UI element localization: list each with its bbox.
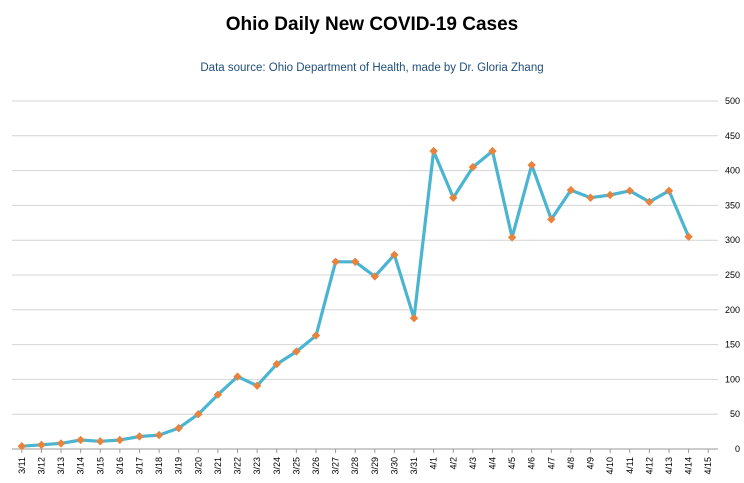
data-point-4/3 [468, 162, 478, 172]
chart-title: Ohio Daily New COVID-19 Cases [225, 14, 519, 35]
x-tick-label: 3/25 [291, 457, 301, 475]
x-tick-label: 3/16 [115, 457, 125, 475]
x-tick-label: 4/8 [566, 457, 576, 470]
x-tick-label: 4/10 [605, 457, 615, 475]
data-point-3/23 [252, 381, 262, 390]
data-point-4/5 [507, 233, 517, 242]
data-point-3/22 [233, 372, 242, 381]
x-tick-label: 3/30 [389, 457, 399, 475]
y-tick-label: 400 [725, 166, 740, 176]
chart-subtitle: Data source: Ohio Department of Health, … [200, 62, 544, 74]
x-tick-label: 4/5 [507, 457, 517, 470]
x-tick-label: 3/20 [193, 457, 203, 475]
data-point-4/10 [605, 190, 615, 200]
data-point-3/30 [390, 250, 399, 260]
data-point-4/9 [586, 193, 595, 202]
x-tick-label: 4/3 [468, 457, 478, 470]
x-tick-label: 3/29 [370, 457, 380, 475]
data-point-4/8 [566, 185, 576, 195]
data-point-3/21 [213, 390, 223, 399]
data-point-4/11 [625, 186, 634, 195]
data-point-3/29 [370, 272, 380, 281]
x-tick-label: 3/11 [17, 457, 27, 474]
data-point-4/12 [645, 197, 654, 207]
x-tick-label: 3/27 [331, 457, 341, 475]
y-tick-label: 100 [725, 374, 740, 384]
y-tick-label: 150 [725, 340, 740, 350]
x-tick-label: 4/14 [684, 457, 694, 475]
data-point-4/7 [547, 215, 556, 224]
data-point-4/2 [449, 193, 458, 202]
x-tick-label: 4/6 [527, 457, 537, 470]
x-tick-label: 3/26 [311, 457, 321, 475]
y-tick-label: 450 [725, 131, 740, 141]
data-point-3/18 [154, 430, 164, 440]
data-point-4/4 [488, 146, 497, 156]
x-tick-label: 4/7 [546, 457, 556, 470]
data-point-4/14 [684, 232, 693, 241]
x-tick-label: 3/15 [95, 457, 105, 475]
x-tick-label: 3/12 [36, 457, 46, 475]
gridlines [12, 100, 718, 450]
data-point-3/11 [17, 442, 27, 451]
data-point-3/12 [37, 440, 46, 450]
data-point-3/31 [409, 313, 419, 323]
data-point-3/27 [331, 257, 340, 266]
x-tick-label: 4/15 [703, 457, 713, 475]
data-point-4/6 [527, 160, 536, 170]
data-point-3/28 [350, 257, 360, 266]
y-tick-label: 500 [725, 96, 740, 106]
data-point-3/19 [174, 423, 183, 433]
data-point-3/15 [96, 437, 105, 446]
series-daily-new-cases [17, 146, 693, 451]
data-point-3/16 [115, 435, 125, 445]
x-tick-label: 4/1 [429, 457, 439, 470]
x-tick-label: 3/19 [174, 457, 184, 475]
y-tick-label: 200 [725, 305, 740, 315]
y-tick-label: 300 [725, 235, 740, 245]
x-tick-label: 3/28 [350, 457, 360, 475]
x-tick-label: 3/24 [272, 457, 282, 475]
x-tick-label: 3/23 [252, 457, 262, 475]
y-axis-ticks: 0 50 100 150 200 250 300 350 400 450 500 [725, 96, 740, 454]
data-point-3/20 [194, 410, 203, 419]
y-tick-label: 350 [725, 200, 740, 210]
data-point-4/1 [429, 146, 438, 156]
x-tick-label: 3/17 [134, 457, 144, 475]
data-point-3/26 [311, 331, 321, 340]
x-tick-label: 3/22 [233, 457, 243, 475]
data-point-3/13 [56, 439, 66, 448]
data-point-3/17 [135, 432, 144, 441]
y-tick-label: 50 [730, 409, 740, 419]
x-tick-label: 4/13 [664, 457, 674, 475]
data-point-4/13 [664, 186, 674, 195]
x-tick-label: 3/31 [409, 457, 419, 475]
x-tick-label: 3/13 [56, 457, 66, 475]
x-tick-label: 3/18 [154, 457, 164, 475]
x-axis-ticks: 3/11 3/12 3/13 3/14 3/15 3/16 3/17 3/18 3/19 3/20… [17, 449, 713, 475]
y-tick-label: 250 [725, 270, 740, 280]
y-tick-label: 0 [735, 444, 740, 454]
x-tick-label: 3/21 [213, 457, 223, 475]
x-tick-label: 4/12 [644, 457, 654, 475]
data-point-3/24 [272, 359, 281, 369]
x-tick-label: 3/14 [76, 457, 86, 475]
data-point-3/25 [292, 347, 301, 356]
x-tick-label: 4/11 [625, 457, 635, 474]
series-line [21, 149, 691, 448]
x-tick-label: 4/2 [448, 457, 458, 470]
x-tick-label: 4/9 [586, 457, 596, 470]
data-point-3/14 [76, 435, 85, 445]
x-tick-label: 4/4 [487, 457, 497, 470]
